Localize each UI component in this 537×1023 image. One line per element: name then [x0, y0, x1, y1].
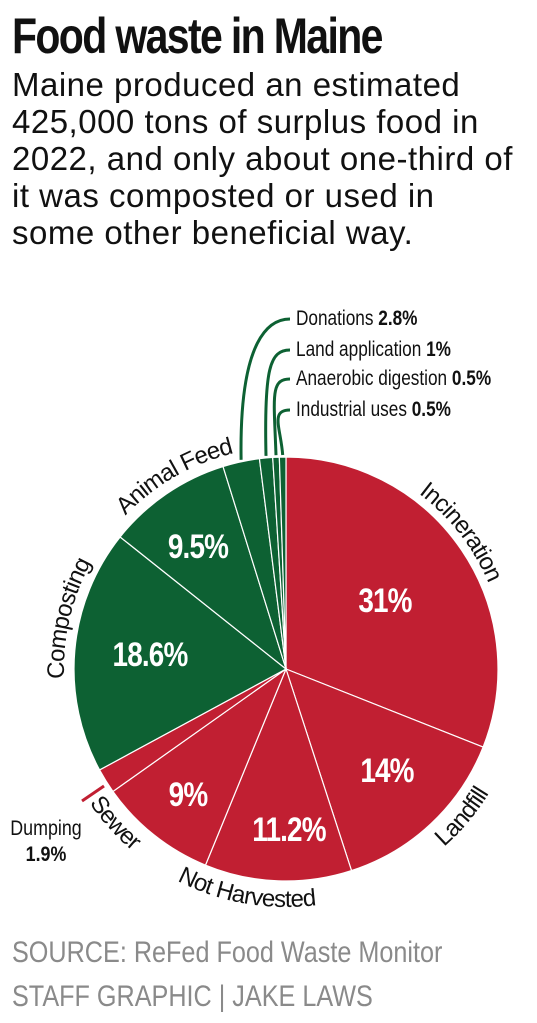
- leader-line-industrial-uses: [276, 408, 291, 456]
- pie-chart: 31%14%11.2%9%18.6%9.5%IncinerationLandfi…: [10, 308, 508, 914]
- chart-subtitle: Maine produced an estimated 425,000 tons…: [12, 66, 513, 251]
- value-label-dumping: 1.9%: [26, 843, 67, 867]
- value-label-land-application: 1%: [426, 339, 451, 362]
- pie-slice-not-harvested: [204, 667, 353, 882]
- value-label-landfill: 14%: [360, 751, 414, 789]
- callout-donations: Donations 2.8%: [296, 308, 417, 331]
- value-label-animal-feed: 9.5%: [168, 527, 228, 565]
- callout-land-application: Land application 1%: [296, 339, 451, 362]
- callout-industrial-uses: Industrial uses 0.5%: [296, 399, 451, 422]
- value-label-anaerobic-digestion: 0.5%: [452, 368, 491, 391]
- category-label-land-application: Land application: [296, 339, 426, 362]
- category-label-industrial-uses: Industrial uses: [296, 399, 412, 422]
- value-label-incineration: 31%: [358, 581, 412, 619]
- leader-line-anaerobic-digestion: [272, 377, 291, 456]
- callout-anaerobic-digestion: Anaerobic digestion 0.5%: [296, 368, 491, 391]
- value-label-sewer: 9%: [169, 775, 208, 813]
- value-label-not-harvested: 11.2%: [252, 810, 326, 848]
- leader-line-donations: [239, 317, 291, 460]
- category-label-donations: Donations: [296, 308, 378, 331]
- chart-title: Food waste in Maine: [12, 8, 383, 64]
- value-label-industrial-uses: 0.5%: [412, 399, 451, 422]
- value-label-donations: 2.8%: [378, 308, 417, 331]
- pie-slice-sewer: [112, 667, 288, 866]
- pie-slice-incineration: [285, 456, 499, 748]
- category-label-dumping: Dumping: [10, 817, 81, 841]
- pie-slice-animal-feed: [119, 465, 288, 671]
- value-label-composting: 18.6%: [113, 635, 188, 673]
- pie-slice-composting: [73, 536, 288, 771]
- category-label-anaerobic-digestion: Anaerobic digestion: [296, 368, 452, 391]
- leader-line-land-application: [264, 348, 291, 456]
- staff-credit: STAFF GRAPHIC | JAKE LAWS: [12, 980, 373, 1013]
- pie-slice-industrial-uses: [278, 456, 287, 670]
- leader-line-dumping: [81, 784, 105, 803]
- source-note: SOURCE: ReFed Food Waste Monitor: [12, 936, 443, 969]
